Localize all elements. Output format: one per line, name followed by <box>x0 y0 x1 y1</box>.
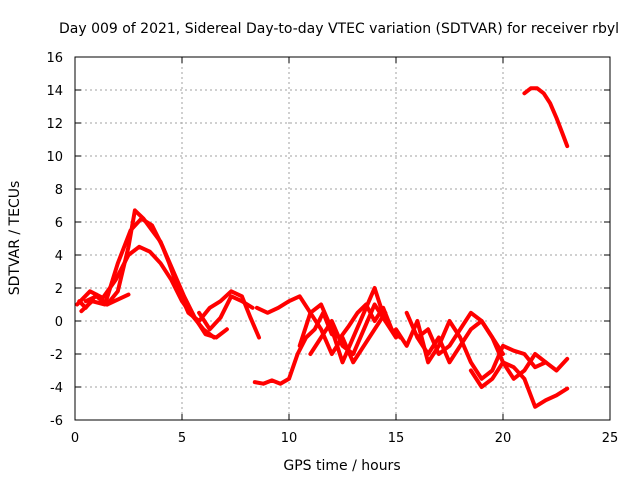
series-line-sat-n <box>522 86 570 149</box>
x-axis-label: GPS time / hours <box>283 458 400 474</box>
y-tick-label: 14 <box>46 84 63 99</box>
x-tick-label: 0 <box>71 431 79 446</box>
series-line-sat-e <box>197 294 255 332</box>
y-axis: -6 -4 -2 0 2 4 6 8 10 12 14 16 <box>46 51 610 429</box>
y-tick-label: 8 <box>55 183 63 198</box>
series-line-sat-l <box>415 319 505 365</box>
series-line-sat-d <box>83 292 131 307</box>
y-tick-label: -4 <box>50 381 63 396</box>
x-tick-label: 15 <box>388 431 405 446</box>
y-tick-label: 10 <box>46 150 63 165</box>
x-tick-label: 10 <box>281 431 298 446</box>
series-line-sat-c <box>75 244 217 340</box>
series-line-sat-j <box>394 319 570 381</box>
series-line-sat-g <box>254 294 388 365</box>
y-tick-label: 6 <box>55 216 63 231</box>
series-line-sat-m <box>468 360 570 409</box>
y-tick-label: 12 <box>46 117 63 132</box>
x-axis: 0 5 10 15 20 25 <box>71 57 618 446</box>
y-tick-label: 0 <box>55 315 63 330</box>
x-tick-label: 5 <box>178 431 186 446</box>
y-tick-label: 2 <box>55 282 63 297</box>
x-tick-label: 20 <box>495 431 512 446</box>
y-tick-label: -2 <box>50 348 63 363</box>
y-tick-label: -6 <box>50 414 63 429</box>
chart-title: Day 009 of 2021, Sidereal Day-to-day VTE… <box>59 21 619 37</box>
plot-frame <box>74 56 611 421</box>
x-tick-label: 25 <box>602 431 619 446</box>
series-line-sat-k <box>404 310 548 381</box>
y-axis-label: SDTVAR / TECUs <box>7 181 23 296</box>
y-tick-label: 4 <box>55 249 63 264</box>
series-line-sat-i <box>308 302 388 356</box>
series-group <box>75 86 570 409</box>
y-tick-label: 16 <box>46 51 63 66</box>
